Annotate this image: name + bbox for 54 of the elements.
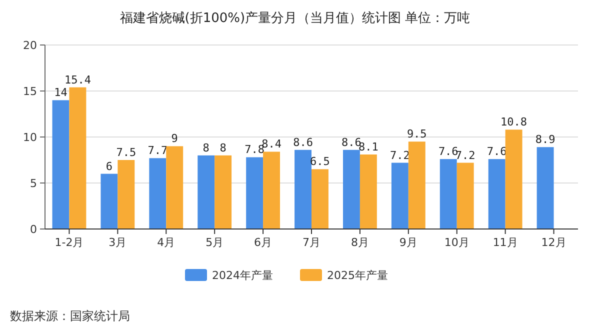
bar xyxy=(391,162,408,229)
y-tick-label: 10 xyxy=(23,130,37,144)
data-label: 10.8 xyxy=(500,116,528,129)
y-tick-label: 0 xyxy=(30,222,37,236)
data-label: 8 xyxy=(202,141,210,154)
data-label: 8 xyxy=(220,141,226,154)
data-label: 14 xyxy=(54,86,68,100)
bar xyxy=(488,159,506,229)
x-tick-label: 12月 xyxy=(541,236,566,249)
bar xyxy=(100,174,118,229)
source-note: 数据来源：国家统计局 xyxy=(10,309,130,323)
bar xyxy=(536,147,554,229)
x-tick-label: 9月 xyxy=(399,236,418,249)
bar xyxy=(440,159,457,229)
bar xyxy=(312,169,328,229)
bar xyxy=(214,155,232,229)
x-tick-label: 4月 xyxy=(157,236,176,249)
bar xyxy=(456,162,474,229)
bar xyxy=(166,146,184,229)
x-tick-label: 10月 xyxy=(444,236,470,249)
y-tick-label: 15 xyxy=(23,84,37,98)
legend-label: 2024年产量 xyxy=(212,268,273,282)
legend-label: 2025年产量 xyxy=(327,268,388,282)
x-tick-label: 6月 xyxy=(254,236,272,249)
x-tick-label: 8月 xyxy=(350,236,369,249)
bar xyxy=(149,158,166,229)
chart-title: 福建省烧碱(折100%)产量分月（当月值）统计图 单位：万吨 xyxy=(120,11,470,26)
bar xyxy=(360,154,377,229)
bar xyxy=(246,157,264,229)
bar xyxy=(342,150,360,229)
x-tick-label: 11月 xyxy=(492,236,518,249)
data-label: 7.5 xyxy=(116,146,136,159)
data-label: 7.6 xyxy=(486,145,507,158)
data-label: 6 xyxy=(106,160,113,173)
bar xyxy=(198,155,215,229)
bar xyxy=(294,150,312,229)
bar xyxy=(118,160,135,229)
x-tick-label: 3月 xyxy=(108,236,127,249)
bar xyxy=(52,100,70,229)
y-tick-label: 20 xyxy=(23,38,37,52)
bar xyxy=(69,87,86,229)
y-tick-label: 5 xyxy=(30,176,37,190)
x-tick-label: 1-2月 xyxy=(54,236,84,249)
data-label: 9.5 xyxy=(406,128,427,141)
data-label: 9 xyxy=(171,132,178,146)
bar xyxy=(263,152,280,229)
data-label: 8.9 xyxy=(535,133,556,146)
x-tick-label: 5月 xyxy=(206,236,224,249)
data-label: 7.2 xyxy=(390,148,410,162)
data-label: 15.4 xyxy=(64,73,92,86)
x-tick-label: 7月 xyxy=(302,236,320,249)
bar xyxy=(408,142,426,229)
data-label: 8.6 xyxy=(293,136,313,149)
bar xyxy=(505,130,522,229)
